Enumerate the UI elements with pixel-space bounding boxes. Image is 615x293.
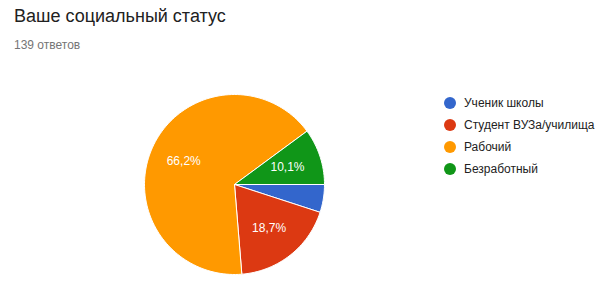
svg-text:66,2%: 66,2% (167, 154, 201, 168)
html-text:Студент ВУЗа/училища: Студент ВУЗа/училища (464, 118, 595, 132)
html-text:Безработный: Безработный (464, 162, 538, 176)
html-text:Рабочий: Рабочий (464, 140, 512, 154)
svg-text:18,7%: 18,7% (252, 221, 286, 235)
html-text:Ученик школы: Ученик школы (464, 96, 544, 110)
html-text:139 ответов: 139 ответов (14, 38, 81, 52)
html-text:Ваше социальный статус: Ваше социальный статус (14, 6, 226, 26)
svg-text:10,1%: 10,1% (270, 160, 304, 174)
